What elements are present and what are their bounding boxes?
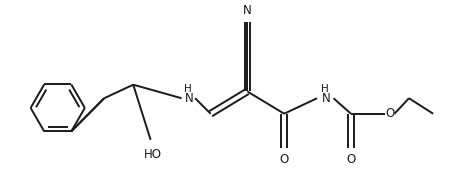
Text: O: O (386, 107, 395, 120)
Text: O: O (346, 153, 355, 166)
Text: O: O (279, 153, 289, 166)
Text: N: N (243, 4, 252, 17)
Text: H: H (184, 83, 191, 94)
Text: HO: HO (143, 148, 162, 161)
Text: H: H (321, 83, 329, 94)
Text: N: N (322, 92, 331, 105)
Text: N: N (185, 92, 193, 105)
